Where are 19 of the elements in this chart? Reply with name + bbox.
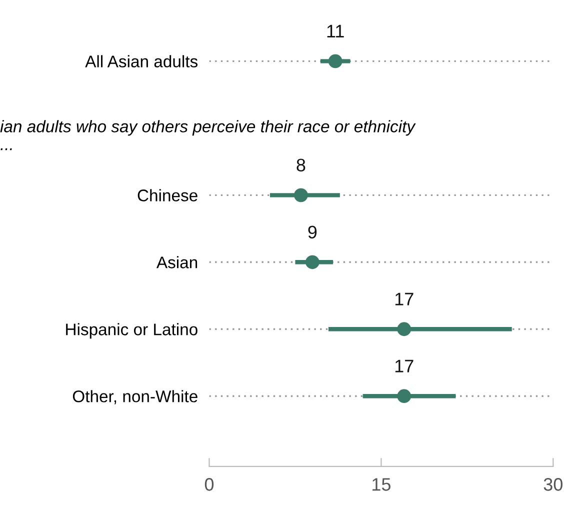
point: [397, 322, 412, 336]
data-label: 9: [308, 226, 317, 238]
data-label: 17: [395, 292, 414, 306]
x-tick-label: 0: [204, 478, 214, 491]
y-tick-label: Hispanic or Latino: [66, 323, 198, 339]
data-label: 8: [296, 158, 306, 172]
data-label: 17: [395, 360, 414, 372]
y-tick-label: All Asian adults: [85, 55, 198, 68]
x-tick-label: 15: [372, 478, 390, 491]
y-tick-label: Asian: [156, 256, 198, 268]
x-tick-label: 30: [544, 478, 562, 491]
data-label: 11: [327, 24, 344, 38]
y-tick-label: Other, non-White: [72, 390, 198, 404]
point: [294, 188, 308, 202]
annotation: ian adults who say others perceive their race or ethnicity ...: [0, 120, 416, 150]
point: [328, 54, 342, 68]
y-tick-label: Chinese: [138, 189, 198, 202]
point: [305, 255, 320, 270]
point: [397, 389, 412, 404]
